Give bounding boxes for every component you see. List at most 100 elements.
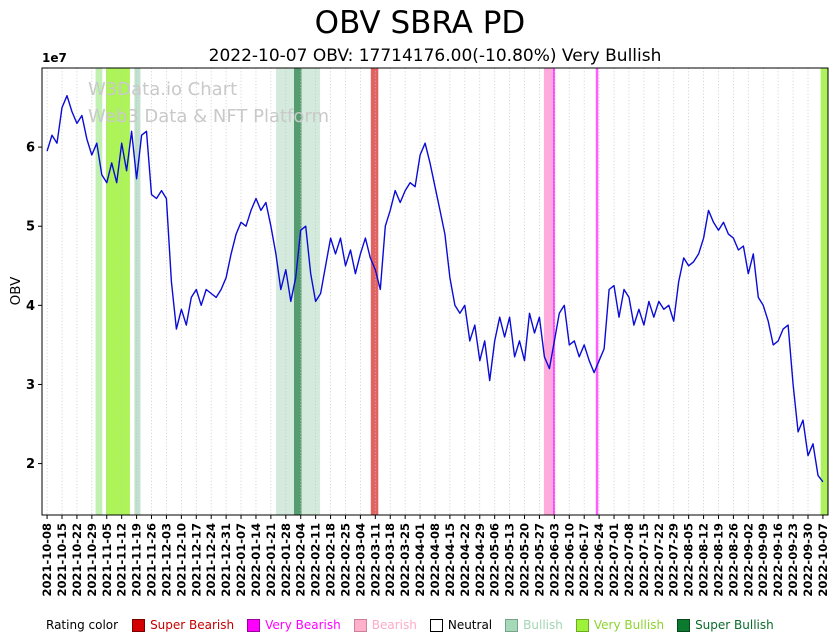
- x-tick-label: 2022-09-09: [756, 523, 770, 597]
- legend-swatch: [677, 618, 691, 632]
- chart-title: OBV SBRA PD: [314, 5, 526, 41]
- x-tick-label: 2022-04-29: [473, 523, 487, 597]
- watermark-line2: Web3 Data & NFT Platform: [88, 106, 330, 127]
- legend-item-bullish: Bullish: [505, 618, 563, 632]
- y-tick-label: 4: [26, 299, 35, 314]
- x-tick-label: 2021-10-29: [85, 523, 99, 597]
- x-tick-label: 2021-10-22: [70, 523, 84, 597]
- legend-label: Bearish: [371, 618, 417, 632]
- rating-band-very-bearish: [552, 68, 556, 515]
- watermark-line1: W3Data.io Chart: [88, 79, 238, 100]
- x-tick-label: 2022-09-30: [801, 523, 815, 597]
- x-tick-label: 2021-12-10: [174, 523, 188, 597]
- y-tick-label: 5: [26, 220, 35, 235]
- legend-item-very-bearish: Very Bearish: [247, 618, 341, 632]
- x-tick-label: 2022-03-11: [368, 523, 382, 597]
- x-tick-label: 2022-08-05: [682, 523, 696, 597]
- x-tick-label: 2022-03-18: [383, 523, 397, 597]
- x-tick-label: 2022-04-01: [413, 523, 427, 597]
- x-tick-label: 2022-05-27: [532, 523, 546, 597]
- x-tick-label: 2022-07-22: [652, 523, 666, 597]
- x-tick-label: 2022-09-23: [786, 523, 800, 597]
- legend-swatch: [429, 618, 443, 632]
- x-tick-label: 2021-12-31: [219, 523, 233, 597]
- y-axis-offset-label: 1e7: [42, 51, 67, 65]
- x-tick-label: 2022-08-12: [697, 523, 711, 597]
- legend-swatch: [575, 618, 589, 632]
- x-tick-label: 2022-06-24: [592, 523, 606, 597]
- legend-swatch: [132, 618, 146, 632]
- x-tick-label: 2022-08-19: [711, 523, 725, 597]
- y-tick-label: 2: [26, 457, 35, 472]
- legend-item-super-bearish: Super Bearish: [132, 618, 234, 632]
- x-tick-label: 2022-05-13: [503, 523, 517, 597]
- rating-legend: Rating color Super Bearish Very Bearish Be…: [46, 618, 787, 632]
- legend-items: Super Bearish Very Bearish Bearish Neutral B…: [132, 618, 787, 632]
- x-tick-label: 2022-01-07: [234, 523, 248, 597]
- rating-band-very-bullish: [95, 68, 103, 515]
- x-tick-label: 2021-12-03: [159, 523, 173, 597]
- x-tick-label: 2022-02-18: [324, 523, 338, 597]
- rating-band-super-bullish: [294, 68, 302, 515]
- x-tick-label: 2022-05-06: [488, 523, 502, 597]
- x-tick-label: 2022-09-02: [741, 523, 755, 597]
- rating-band-bullish: [134, 68, 141, 515]
- x-tick-label: 2021-11-12: [115, 523, 129, 597]
- x-tick-label: 2022-04-22: [458, 523, 472, 597]
- x-tick-label: 2022-03-25: [398, 523, 412, 597]
- obv-line: [46, 95, 824, 483]
- x-tick-label: 2022-07-08: [622, 523, 636, 597]
- legend-item-neutral: Neutral: [429, 618, 493, 632]
- x-tick-label: 2022-01-14: [249, 523, 263, 597]
- x-tick-label: 2022-05-20: [518, 523, 532, 597]
- x-tick-label: 2022-03-04: [353, 523, 367, 597]
- legend-label: Very Bearish: [265, 618, 341, 632]
- legend-item-super-bullish: Super Bullish: [677, 618, 774, 632]
- x-tick-label: 2022-06-17: [577, 523, 591, 597]
- x-tick-label: 2021-11-26: [145, 523, 159, 597]
- legend-swatch: [247, 618, 261, 632]
- rating-band-bearish: [543, 68, 553, 515]
- legend-swatch: [353, 618, 367, 632]
- x-tick-label: 2022-02-25: [338, 523, 352, 597]
- x-tick-label: 2022-06-03: [547, 523, 561, 597]
- watermark: W3Data.io Chart Web3 Data & NFT Platform: [88, 76, 329, 130]
- x-tick-label: 2022-06-10: [562, 523, 576, 597]
- legend-item-very-bullish: Very Bullish: [575, 618, 665, 632]
- x-tick-label: 2022-02-04: [294, 523, 308, 597]
- y-tick-label: 3: [26, 378, 35, 393]
- rating-band-very-bullish: [106, 68, 130, 515]
- x-tick-label: 2021-12-17: [189, 523, 203, 597]
- y-tick-label: 6: [26, 141, 35, 156]
- x-tick-label: 2022-07-01: [607, 523, 621, 597]
- rating-band-very-bullish: [820, 68, 828, 515]
- x-tick-label: 2021-11-19: [130, 523, 144, 597]
- x-tick-label: 2021-12-24: [204, 523, 218, 597]
- legend-label: Bullish: [523, 618, 563, 632]
- x-tick-label: 2022-10-07: [816, 523, 830, 597]
- x-tick-label: 2022-07-29: [667, 523, 681, 597]
- x-tick-label: 2021-10-08: [40, 523, 54, 597]
- legend-label: Neutral: [447, 618, 493, 632]
- x-tick-label: 2022-04-15: [443, 523, 457, 597]
- legend-label: Super Bullish: [695, 618, 774, 632]
- legend-label: Very Bullish: [593, 618, 665, 632]
- legend-swatch: [505, 618, 519, 632]
- legend-item-bearish: Bearish: [353, 618, 417, 632]
- legend-title: Rating color: [46, 618, 119, 632]
- rating-band-very-bearish: [595, 68, 599, 515]
- x-tick-label: 2021-10-15: [55, 523, 69, 597]
- x-tick-label: 2022-04-08: [428, 523, 442, 597]
- rating-band-super-bearish: [370, 68, 379, 515]
- x-tick-label: 2022-07-15: [637, 523, 651, 597]
- plot-border: [41, 67, 829, 516]
- x-tick-label: 2022-02-11: [309, 523, 323, 597]
- x-tick-label: 2022-01-28: [279, 523, 293, 597]
- x-tick-label: 2022-01-21: [264, 523, 278, 597]
- legend-label: Super Bearish: [150, 618, 235, 632]
- chart-subtitle: 2022-10-07 OBV: 17714176.00(-10.80%) Ver…: [208, 46, 662, 66]
- x-tick-label: 2022-08-26: [726, 523, 740, 597]
- x-tick-label: 2021-11-05: [100, 523, 114, 597]
